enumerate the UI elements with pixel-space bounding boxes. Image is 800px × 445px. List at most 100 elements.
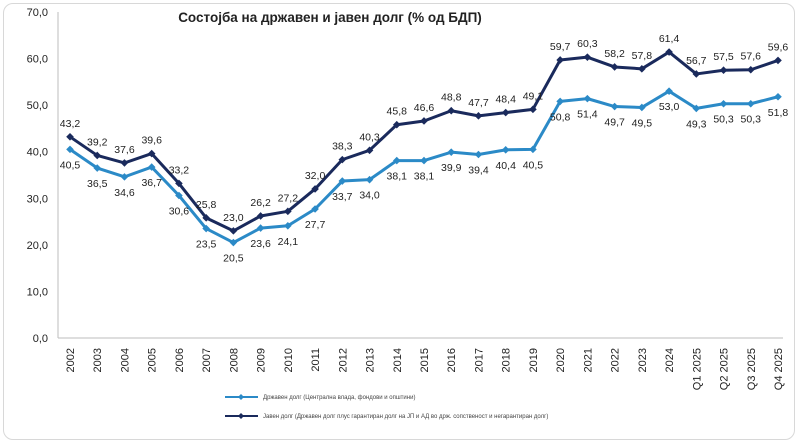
- x-tick-label: 2015: [419, 348, 431, 372]
- data-point-s1: [665, 87, 673, 95]
- data-point-s2: [746, 65, 755, 74]
- data-label-s2: 39,2: [87, 136, 108, 148]
- data-label-s2: 59,7: [550, 41, 571, 53]
- data-label-s2: 26,2: [250, 197, 271, 209]
- data-label-s2: 57,8: [632, 50, 653, 62]
- data-point-s1: [529, 145, 537, 154]
- data-label-s2: 57,5: [713, 51, 734, 63]
- data-label-s2: 48,8: [441, 92, 462, 104]
- data-point-s1: [583, 94, 592, 103]
- data-point-s1: [311, 205, 319, 213]
- x-tick-label: Q2 2025: [719, 348, 731, 390]
- data-point-s1: [719, 99, 728, 108]
- data-point-s2: [66, 133, 74, 141]
- x-tick-label: 2022: [610, 348, 622, 372]
- chart-frame: [3, 3, 795, 440]
- data-label-s2: 37,6: [114, 144, 135, 156]
- data-label-s1: 36,5: [87, 178, 108, 190]
- data-point-s2: [338, 155, 347, 164]
- data-label-s1: 49,3: [686, 118, 707, 130]
- data-label-s1: 40,4: [495, 160, 516, 172]
- data-label-s1: 24,1: [278, 236, 299, 248]
- data-point-s1: [447, 148, 456, 156]
- data-point-s2: [556, 56, 564, 64]
- data-label-s1: 34,0: [359, 190, 380, 202]
- data-point-s1: [474, 150, 483, 159]
- data-label-s1: 27,7: [305, 219, 326, 231]
- data-label-s1: 50,8: [550, 111, 571, 123]
- data-point-s2: [120, 159, 129, 167]
- data-point-s1: [66, 145, 74, 154]
- y-tick-labels: 0,0 10,0 20,0 30,0 40,0 50,0 60,0 70,0: [27, 7, 48, 345]
- data-label-s1: 33,7: [332, 191, 353, 203]
- data-label-s1: 20,5: [223, 253, 244, 265]
- x-tick-label: 2007: [201, 348, 213, 372]
- x-tick-label: 2020: [555, 348, 567, 372]
- x-tick-label: 2002: [65, 348, 77, 372]
- data-label-s2: 23,0: [223, 212, 244, 224]
- data-label-s1: 51,4: [577, 109, 598, 121]
- data-label-s2: 43,2: [60, 118, 81, 130]
- data-label-s2: 45,8: [387, 106, 408, 118]
- data-label-s1: 34,6: [114, 187, 135, 199]
- data-label-s2: 48,4: [495, 94, 516, 106]
- data-label-s2: 39,6: [141, 135, 162, 147]
- data-label-s1: 30,6: [169, 205, 190, 217]
- y-tick-label: 50,0: [27, 100, 48, 112]
- data-label-s2: 57,6: [741, 51, 762, 63]
- data-label-s2: 32,0: [305, 170, 326, 182]
- data-label-s1: 39,9: [441, 162, 462, 174]
- data-point-s2: [501, 108, 510, 117]
- data-label-s2: 60,3: [577, 38, 598, 50]
- x-tick-labels: 2002 2003 2004 2005 2006 2007 2008 2009 2010 2011…: [65, 348, 785, 390]
- data-point-s1: [365, 175, 374, 184]
- data-point-s2: [202, 214, 210, 222]
- data-label-s1: 50,3: [713, 114, 734, 126]
- x-tick-label: 2011: [310, 348, 322, 372]
- data-point-s2: [583, 53, 592, 61]
- data-label-s2: 49,1: [523, 90, 544, 102]
- series-layer: 40,5 36,5 34,6 36,7 30,6 23,5 20,5 23,6 24,1 27,7…: [60, 33, 789, 264]
- data-point-s1: [501, 146, 510, 154]
- data-point-s1: [338, 177, 347, 185]
- legend-marker-2: [238, 413, 244, 419]
- data-label-s2: 38,3: [332, 141, 353, 153]
- y-tick-label: 30,0: [27, 193, 48, 205]
- data-label-s2: 27,2: [278, 192, 299, 204]
- y-tick-label: 20,0: [27, 240, 48, 252]
- y-tick-label: 40,0: [27, 147, 48, 159]
- data-label-s2: 59,6: [768, 41, 789, 53]
- data-label-s1: 53,0: [659, 101, 680, 113]
- data-label-s2: 47,7: [468, 97, 489, 109]
- data-label-s2: 40,3: [359, 131, 380, 143]
- y-tick-label: 10,0: [27, 286, 48, 298]
- data-point-s1: [746, 99, 755, 108]
- y-tick-label: 0,0: [33, 333, 48, 345]
- x-tick-label: 2017: [473, 348, 485, 372]
- data-point-s2: [447, 106, 456, 115]
- data-point-s2: [175, 179, 183, 188]
- x-tick-label: 2023: [637, 348, 649, 372]
- data-point-s1: [147, 163, 156, 171]
- x-tick-label: 2018: [501, 348, 513, 372]
- data-point-s1: [556, 97, 564, 106]
- data-label-s1: 40,5: [60, 159, 81, 171]
- data-point-s2: [392, 120, 401, 129]
- data-point-s1: [392, 156, 401, 165]
- x-tick-label: Q1 2025: [691, 348, 703, 390]
- x-tick-label: 2012: [337, 348, 349, 372]
- data-point-s1: [256, 224, 265, 232]
- x-tick-label: 2013: [365, 348, 377, 372]
- data-point-s2: [420, 117, 428, 125]
- data-point-s1: [93, 164, 102, 172]
- data-label-s1: 23,6: [250, 238, 271, 250]
- data-label-s2: 58,2: [604, 48, 625, 60]
- data-point-s2: [638, 65, 646, 73]
- y-tick-label: 70,0: [27, 7, 48, 19]
- data-point-s2: [284, 207, 292, 216]
- data-label-s1: 51,8: [768, 107, 789, 119]
- data-label-s1: 23,5: [196, 239, 217, 251]
- data-point-s2: [774, 56, 782, 65]
- data-label-s2: 25,8: [196, 199, 217, 211]
- data-point-s1: [638, 103, 646, 112]
